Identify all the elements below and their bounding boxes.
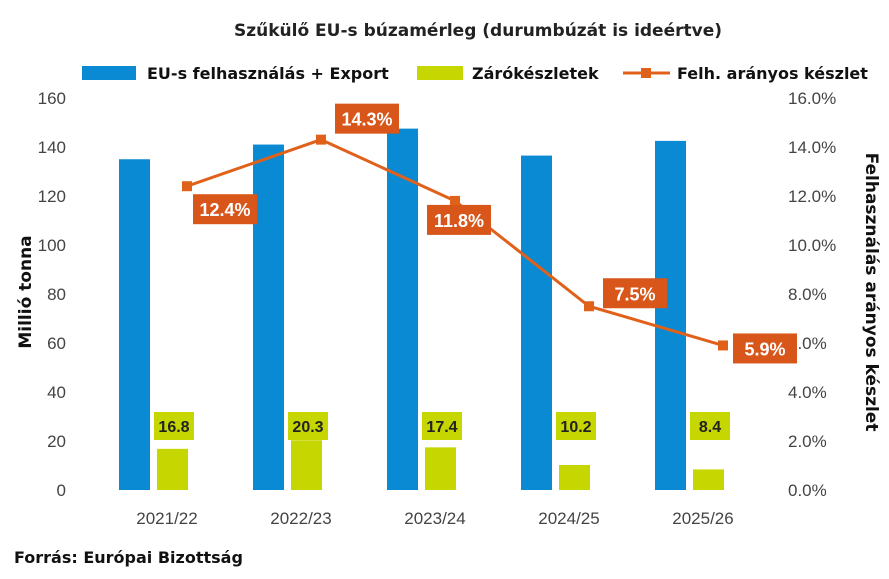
legend-label-ratio: Felh. arányos készlet — [677, 64, 868, 83]
y2-tick-label: 16.0% — [788, 89, 836, 108]
y-tick-label: 20 — [47, 432, 66, 451]
y2-axis-title: Felhasználás arányos készlet — [861, 153, 881, 432]
stock-label-box — [288, 412, 328, 440]
y2-tick-label: 14.0% — [788, 138, 836, 157]
y-tick-label: 60 — [47, 334, 66, 353]
y2-tick-label: 12.0% — [788, 187, 836, 206]
bar-usage — [119, 159, 150, 490]
legend-swatch-usage — [82, 66, 136, 80]
stock-value-label: 10.2 — [560, 419, 591, 436]
ratio-value-label: 14.3% — [341, 110, 392, 130]
ratio-marker — [450, 195, 460, 206]
ratio-label-box — [603, 278, 667, 309]
stock-label-box — [422, 412, 462, 440]
stock-label-box — [690, 412, 730, 440]
ratio-marker — [584, 301, 594, 312]
ratio-label-box — [733, 333, 797, 364]
stock-value-label: 8.4 — [699, 419, 721, 436]
bar-usage — [253, 144, 284, 491]
legend-swatch-stocks — [417, 66, 463, 80]
bar-usage — [655, 140, 686, 490]
y2-tick-label: 8.0% — [788, 285, 827, 304]
bar-stocks — [425, 447, 456, 490]
y-tick-label: 100 — [38, 236, 66, 255]
y2-tick-label: 2.0% — [788, 432, 827, 451]
ratio-value-label: 5.9% — [744, 339, 785, 359]
legend: EU-s felhasználás + Export Zárókészletek… — [82, 64, 868, 83]
stock-label-box — [154, 412, 194, 440]
y-tick-label: 80 — [47, 285, 66, 304]
source-note: Forrás: Európai Bizottság — [14, 548, 243, 567]
y-tick-label: 0 — [57, 481, 66, 500]
bar-stocks — [291, 440, 322, 490]
line-series — [182, 134, 728, 351]
y2-tick-label: 0.0% — [788, 481, 827, 500]
bar-stocks — [157, 448, 188, 490]
legend-marker-ratio — [641, 68, 651, 78]
y-tick-label: 160 — [38, 89, 66, 108]
x-tick-label: 2023/24 — [404, 509, 465, 528]
ratio-marker — [316, 134, 326, 145]
y2-axis-ticks: 0.0% 2.0% 4.0% 6.0% 8.0% 10.0% 12.0% 14.0% 16.0% — [788, 89, 836, 500]
ratio-value-label: 12.4% — [199, 200, 250, 220]
data-labels: 16.8 20.3 17.4 10.2 8.4 12.4% 14.3% 11.8% 7.5% 5.… — [154, 103, 797, 440]
ratio-marker — [718, 340, 728, 351]
bars — [119, 128, 724, 491]
y-tick-label: 120 — [38, 187, 66, 206]
x-axis-ticks: 2021/22 2022/23 2023/24 2024/25 2025/26 — [136, 509, 733, 528]
ratio-value-label: 11.8% — [434, 211, 484, 231]
bar-stocks — [693, 469, 724, 490]
x-tick-label: 2022/23 — [270, 509, 331, 528]
legend-label-stocks: Zárókészletek — [472, 64, 599, 83]
y-tick-label: 40 — [47, 383, 66, 402]
ratio-label-box — [335, 103, 399, 134]
y2-tick-label: 4.0% — [788, 383, 827, 402]
x-tick-label: 2024/25 — [538, 509, 599, 528]
stock-value-label: 17.4 — [426, 419, 457, 436]
x-tick-label: 2021/22 — [136, 509, 197, 528]
stock-label-box — [556, 412, 596, 440]
y-axis-title: Millió tonna — [16, 235, 36, 348]
ratio-label-box — [427, 204, 491, 235]
stock-value-label: 20.3 — [292, 419, 323, 436]
stock-value-label: 16.8 — [158, 419, 189, 436]
bar-usage — [521, 155, 552, 490]
chart-title: Szűkülő EU-s búzamérleg (durumbúzát is i… — [234, 21, 722, 41]
ratio-value-label: 7.5% — [614, 284, 655, 304]
bar-stocks — [559, 465, 590, 490]
legend-label-usage: EU-s felhasználás + Export — [147, 64, 389, 83]
ratio-marker — [182, 181, 192, 192]
x-tick-label: 2025/26 — [672, 509, 733, 528]
y2-tick-label: 10.0% — [788, 236, 836, 255]
y2-tick-label: 6.0% — [788, 334, 827, 353]
y-axis-ticks: 0 20 40 60 80 100 120 140 160 — [38, 89, 66, 500]
ratio-label-box — [193, 194, 257, 225]
bar-usage — [387, 128, 418, 490]
y-tick-label: 140 — [38, 138, 66, 157]
